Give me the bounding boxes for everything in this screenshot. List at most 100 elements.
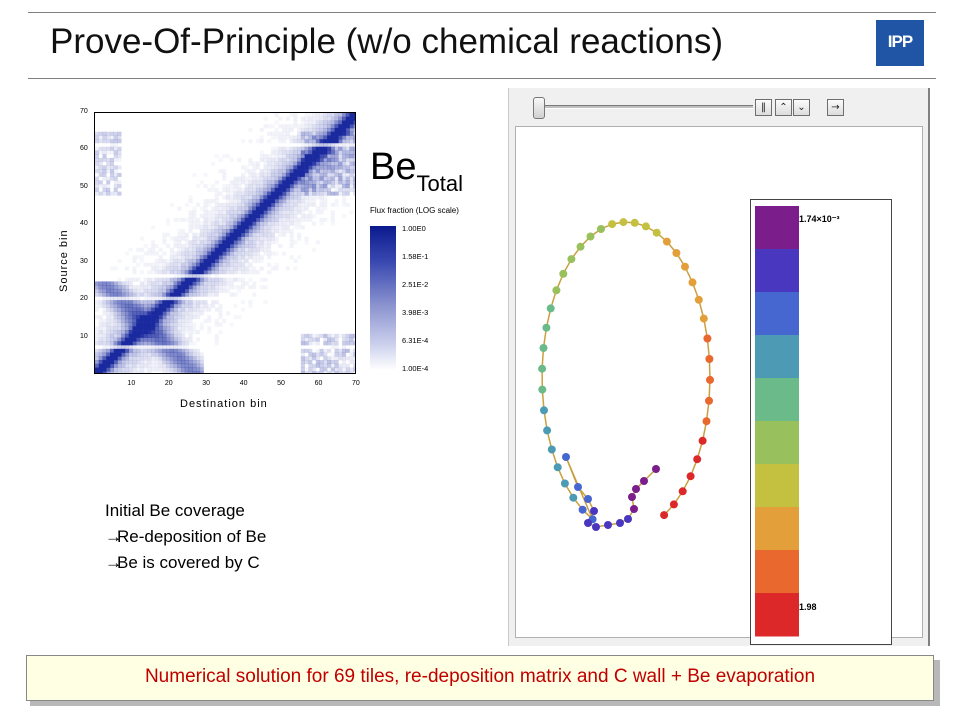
matrix-cell <box>345 146 350 151</box>
matrix-cell <box>203 262 208 267</box>
matrix-cell <box>222 247 227 252</box>
time-slider-track[interactable] <box>539 105 753 109</box>
slide-title: Prove-Of-Principle (w/o chemical reactio… <box>50 22 723 61</box>
matrix-cell <box>139 318 144 323</box>
matrix-cell <box>158 326 163 331</box>
matrix-cell <box>117 311 122 316</box>
matrix-cell <box>304 113 309 118</box>
matrix-cell <box>139 352 144 357</box>
matrix-cell <box>218 255 223 260</box>
matrix-cell <box>196 285 201 290</box>
matrix-cell <box>211 240 216 245</box>
matrix-cell <box>229 240 234 245</box>
matrix-cell <box>304 214 309 219</box>
matrix-cell <box>267 161 272 166</box>
matrix-cell <box>184 352 189 357</box>
matrix-cell <box>349 157 354 162</box>
matrix-cell <box>229 251 234 256</box>
matrix-cell <box>162 356 167 361</box>
pause-button[interactable]: ‖ <box>755 99 772 116</box>
matrix-cell <box>136 337 141 342</box>
matrix-cell <box>158 307 163 312</box>
matrix-cell <box>136 341 141 346</box>
matrix-cell <box>177 247 182 252</box>
matrix-cell <box>338 172 343 177</box>
matrix-cell <box>136 311 141 316</box>
matrix-cell <box>244 195 249 200</box>
matrix-cell <box>285 229 290 234</box>
matrix-cell <box>211 232 216 237</box>
matrix-cell <box>259 277 264 282</box>
time-slider-thumb[interactable] <box>533 97 545 119</box>
matrix-cell <box>244 236 249 241</box>
matrix-cell <box>297 154 302 159</box>
matrix-cell <box>312 176 317 181</box>
matrix-cell <box>304 337 309 342</box>
matrix-cell <box>312 113 317 118</box>
matrix-cell <box>151 285 156 290</box>
matrix-cell <box>327 116 332 121</box>
matrix-cell <box>154 244 159 249</box>
matrix-cell <box>270 221 275 226</box>
matrix-cell <box>342 135 347 140</box>
matrix-cell <box>124 281 129 286</box>
matrix-cell <box>184 281 189 286</box>
matrix-cell <box>95 135 100 140</box>
matrix-cell <box>349 210 354 215</box>
colorbar-swatch <box>755 593 799 637</box>
matrix-cell <box>109 135 115 140</box>
matrix-cell <box>237 315 242 320</box>
matrix-cell <box>211 262 216 267</box>
matrix-cell <box>282 180 287 185</box>
matrix-cell <box>327 191 332 196</box>
matrix-cell <box>188 315 193 320</box>
matrix-cell <box>315 337 320 342</box>
matrix-cell <box>162 326 167 331</box>
matrix-cell <box>117 277 122 282</box>
tile-point <box>553 463 562 472</box>
matrix-cell <box>102 345 107 350</box>
matrix-cell <box>278 135 283 140</box>
matrix-cell <box>188 258 193 264</box>
matrix-cell <box>207 247 212 252</box>
matrix-cell <box>143 326 148 331</box>
matrix-cell <box>199 206 204 211</box>
matrix-cell <box>342 333 347 338</box>
matrix-cell <box>173 281 178 286</box>
matrix-cell <box>229 232 234 237</box>
step-up-button[interactable]: ⌃ <box>775 99 792 116</box>
matrix-cell <box>315 127 320 133</box>
matrix-cell <box>293 113 298 118</box>
matrix-cell <box>117 333 122 338</box>
matrix-cell <box>95 154 100 159</box>
matrix-cell <box>162 360 167 365</box>
matrix-cell <box>199 303 204 308</box>
matrix-cell <box>285 191 290 196</box>
matrix-cell <box>132 277 137 282</box>
matrix-cell <box>181 367 186 372</box>
matrix-cell <box>267 217 272 222</box>
matrix-cell <box>334 131 339 136</box>
forward-button[interactable]: → <box>827 99 844 116</box>
matrix-cell <box>222 258 227 264</box>
matrix-cell <box>158 322 163 327</box>
matrix-cell <box>327 139 332 144</box>
matrix-cell <box>300 124 305 129</box>
matrix-cell <box>349 341 354 346</box>
matrix-cell <box>184 348 189 353</box>
matrix-cell <box>323 337 328 342</box>
matrix-cell <box>188 356 193 361</box>
matrix-cell <box>173 251 178 256</box>
matrix-cell <box>282 217 287 222</box>
matrix-cell <box>158 348 163 353</box>
matrix-cell <box>240 266 246 271</box>
matrix-cell <box>207 273 212 278</box>
matrix-cell <box>154 360 159 365</box>
step-down-button[interactable]: ⌄ <box>793 99 810 116</box>
tile-point <box>562 453 570 461</box>
matrix-cell <box>252 165 257 170</box>
matrix-cell <box>113 348 118 353</box>
matrix-cell <box>139 356 144 361</box>
matrix-cell <box>252 184 257 189</box>
matrix-cell <box>285 195 290 200</box>
